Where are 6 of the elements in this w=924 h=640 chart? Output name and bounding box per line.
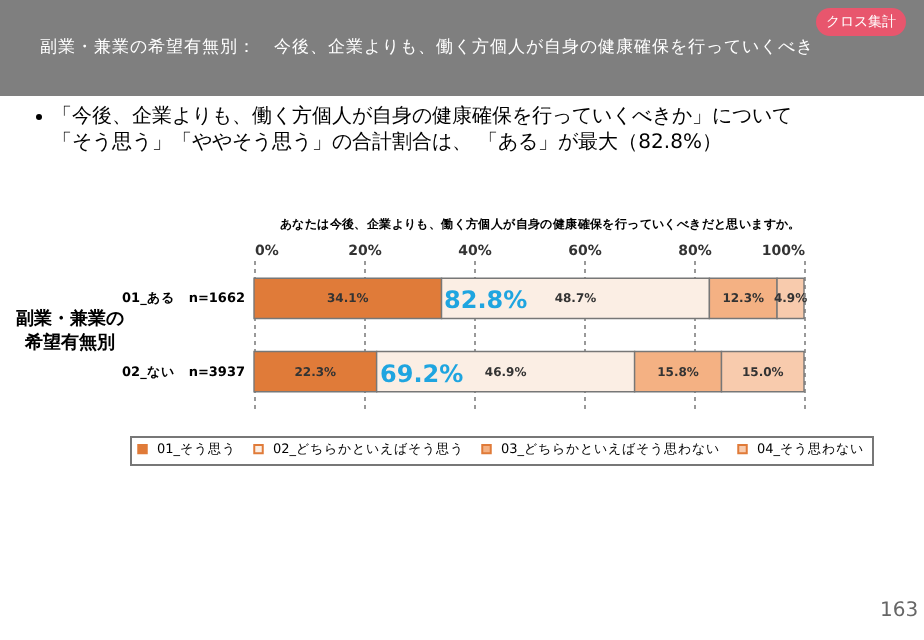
y-axis-title: 副業・兼業の希望有無別	[14, 308, 126, 356]
annotation: 82.8%	[444, 286, 528, 314]
annotation: 69.2%	[380, 360, 464, 388]
chart-subtitle: 「今後、企業よりも、働く方個人が自身の健康確保を行っていくべきか」について「そう思う」「ややそう思う」の合計割合は、 「ある」が最大（82.8%）	[52, 104, 794, 156]
chart-title: 副業・兼業の希望有無別： 今後、企業よりも、働く方個人が自身の健康確保を行っていくべき	[40, 36, 814, 60]
text: 163	[880, 600, 919, 622]
